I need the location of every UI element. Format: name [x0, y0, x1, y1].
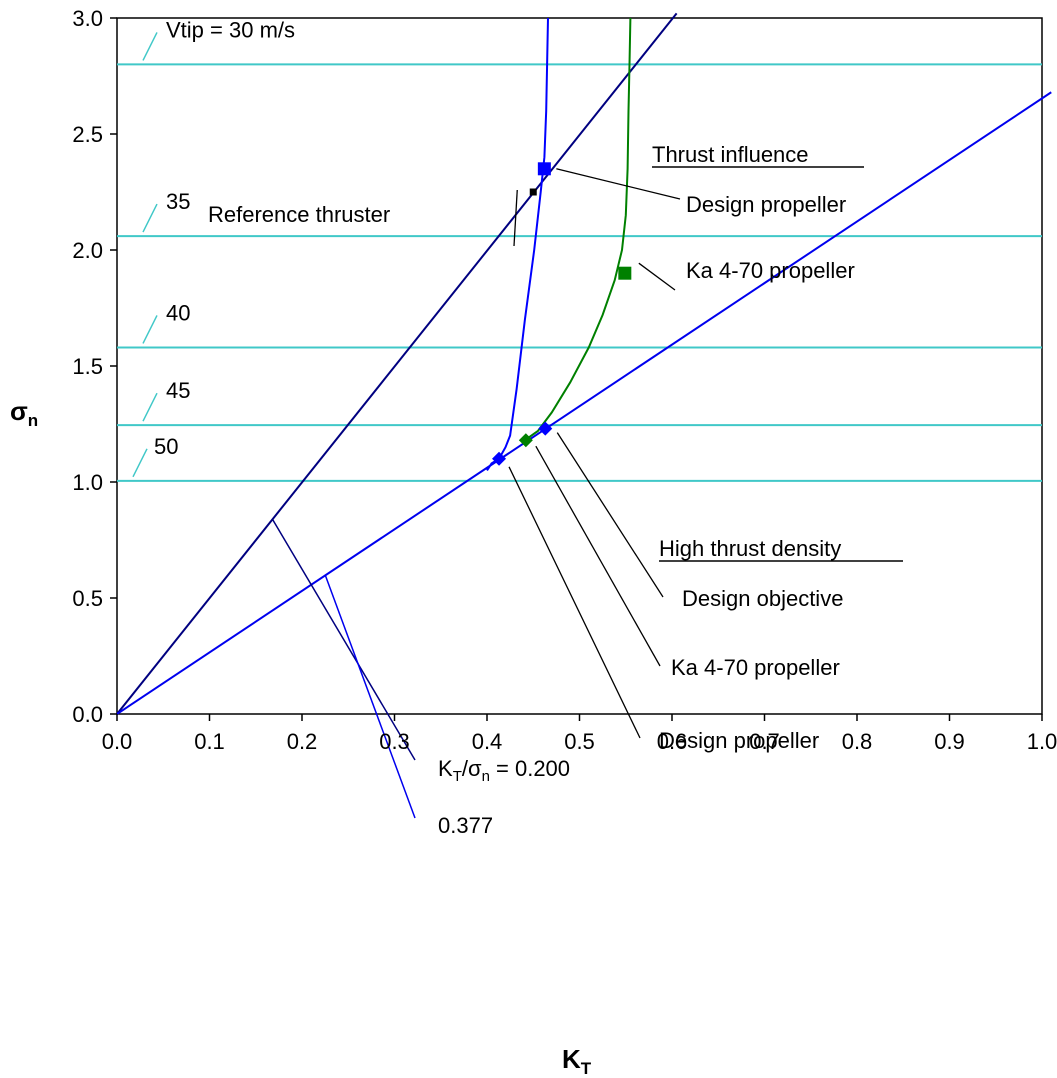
annotation-ka470-top: Ka 4-70 propeller [686, 258, 855, 283]
annotation-ka470-bottom: Ka 4-70 propeller [671, 655, 840, 680]
x-tick-label: 0.7 [749, 729, 780, 754]
ratio-label-leader [324, 574, 416, 819]
annotation-leader [535, 445, 661, 667]
tip-speed-tick [142, 392, 158, 422]
ratio-label-0200: KT/σn = 0.200 [438, 756, 570, 785]
ratio-label-leader [271, 518, 416, 761]
tip-speed-label: 35 [166, 189, 190, 214]
marker-design_propeller_high_density [492, 451, 507, 466]
ratio-label-0377: 0.377 [438, 813, 493, 838]
marker-ka470_high_density [518, 433, 533, 448]
annotation-leader [508, 466, 641, 739]
x-tick-layer: 0.0 0.1 0.2 0.3 0.4 0.5 0.6 0.7 0.8 0.9 1.0 [102, 714, 1057, 754]
tip-speed-label: Vtip = 30 m/s [166, 17, 295, 42]
tip-speed-tick [132, 448, 148, 478]
x-tick-label: 0.4 [472, 729, 503, 754]
points-layer [492, 162, 632, 466]
x-tick-label: 0.6 [657, 729, 688, 754]
annotation-high-thrust-density: High thrust density [659, 536, 841, 561]
y-tick-label: 2.5 [72, 122, 103, 147]
x-tick-label: 0.2 [287, 729, 318, 754]
tip-speed-tick [142, 203, 158, 233]
x-tick-label: 0.3 [379, 729, 410, 754]
annotation-leader [638, 262, 676, 291]
tip-speed-label: 40 [166, 300, 190, 325]
ka470_propeller-curve [524, 17, 632, 442]
y-tick-label: 1.0 [72, 470, 103, 495]
leader-lines-layer [508, 168, 681, 739]
x-tick-label: 0.1 [194, 729, 225, 754]
y-tick-label: 0.5 [72, 586, 103, 611]
marker-design_objective [538, 421, 553, 436]
x-tick-label: 0.8 [842, 729, 873, 754]
annotation-design-propeller-top: Design propeller [686, 192, 846, 217]
y-tick-label: 1.5 [72, 354, 103, 379]
tip-speed-label: 50 [154, 434, 178, 459]
tip-speed-label: 45 [166, 378, 190, 403]
marker-ka470_thrust_influence [618, 266, 632, 280]
y-tick-label: 2.0 [72, 238, 103, 263]
x-tick-label: 0.5 [564, 729, 595, 754]
x-tick-label: 0.0 [102, 729, 133, 754]
annotation-leader [556, 432, 664, 598]
x-axis-title: KT [562, 1044, 592, 1078]
ratio-line [116, 12, 678, 715]
y-tick-label: 0.0 [72, 702, 103, 727]
annotation-design-objective: Design objective [682, 586, 843, 611]
x-tick-label: 0.9 [934, 729, 965, 754]
y-tick-layer: 0.0 0.5 1.0 1.5 2.0 2.5 3.0 [72, 6, 117, 727]
tip-speed-tick [142, 32, 158, 61]
tip-speed-label-layer: Vtip = 30 m/s 35 40 45 50 [132, 17, 295, 478]
ratio-line [116, 91, 1052, 715]
y-axis-title: σn [10, 396, 38, 430]
ratio-lines-layer [116, 12, 1052, 819]
x-tick-label: 1.0 [1027, 729, 1057, 754]
annotation-reference-thruster: Reference thruster [208, 202, 390, 227]
marker-design_propeller_thrust_influence [537, 162, 551, 176]
annotation-leader [513, 189, 518, 247]
tip-speed-tick [142, 315, 158, 344]
annotation-design-propeller-bottom: Design propeller [659, 728, 819, 753]
annotation-thrust-influence: Thrust influence [652, 142, 809, 167]
marker-reference_thruster [529, 188, 537, 196]
y-tick-label: 3.0 [72, 6, 103, 31]
annotation-leader [556, 168, 681, 200]
tip-speed-lines-layer [117, 63, 1042, 482]
